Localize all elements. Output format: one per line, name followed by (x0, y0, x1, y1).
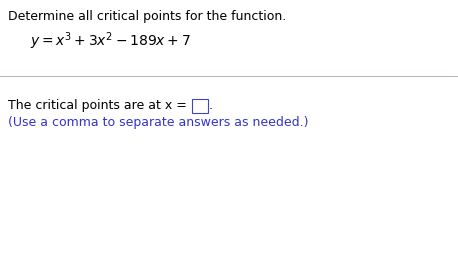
Text: .: . (209, 99, 213, 112)
Text: Determine all critical points for the function.: Determine all critical points for the fu… (8, 10, 286, 23)
Text: The critical points are at x =: The critical points are at x = (8, 99, 191, 112)
Bar (192, 99, 208, 113)
Text: (Use a comma to separate answers as needed.): (Use a comma to separate answers as need… (8, 116, 309, 129)
Text: $y = x^3 + 3x^2 - 189x + 7$: $y = x^3 + 3x^2 - 189x + 7$ (30, 30, 191, 52)
